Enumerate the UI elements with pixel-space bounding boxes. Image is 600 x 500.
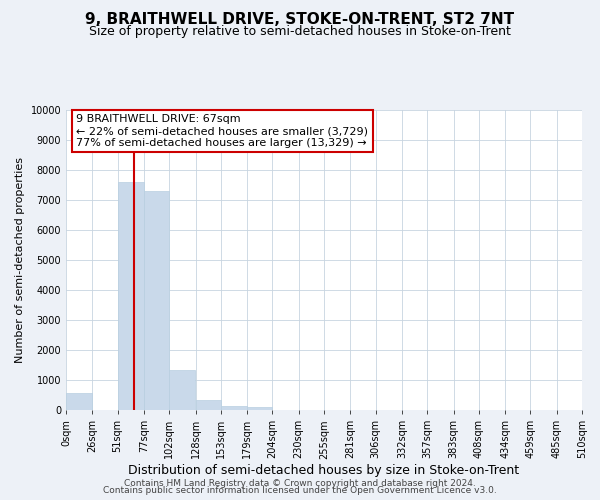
Text: 9 BRAITHWELL DRIVE: 67sqm
← 22% of semi-detached houses are smaller (3,729)
77% : 9 BRAITHWELL DRIVE: 67sqm ← 22% of semi-…	[76, 114, 368, 148]
Text: 9, BRAITHWELL DRIVE, STOKE-ON-TRENT, ST2 7NT: 9, BRAITHWELL DRIVE, STOKE-ON-TRENT, ST2…	[85, 12, 515, 28]
Y-axis label: Number of semi-detached properties: Number of semi-detached properties	[15, 157, 25, 363]
Bar	[118, 182, 143, 410]
Bar	[247, 407, 272, 410]
Text: Size of property relative to semi-detached houses in Stoke-on-Trent: Size of property relative to semi-detach…	[89, 25, 511, 38]
Bar	[144, 191, 169, 410]
Text: Contains HM Land Registry data © Crown copyright and database right 2024.: Contains HM Land Registry data © Crown c…	[124, 478, 476, 488]
Bar	[196, 400, 221, 410]
Bar	[221, 406, 247, 410]
Bar	[169, 370, 195, 410]
Text: Contains public sector information licensed under the Open Government Licence v3: Contains public sector information licen…	[103, 486, 497, 495]
X-axis label: Distribution of semi-detached houses by size in Stoke-on-Trent: Distribution of semi-detached houses by …	[128, 464, 520, 477]
Bar	[66, 393, 92, 410]
